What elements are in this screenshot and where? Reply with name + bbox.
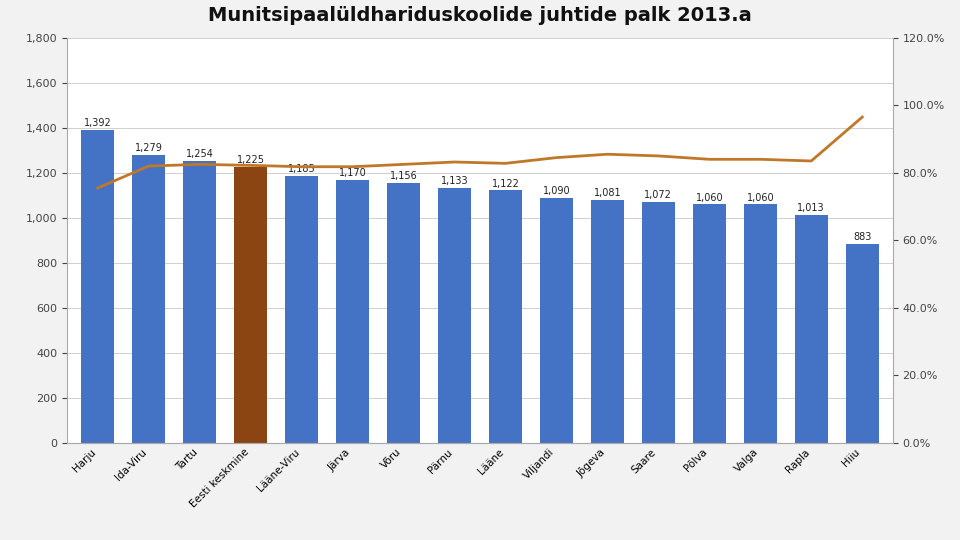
Bar: [693, 204, 726, 443]
Text: 1,060: 1,060: [696, 192, 723, 202]
Text: 1,122: 1,122: [492, 179, 519, 188]
Text: 1,090: 1,090: [542, 186, 570, 195]
Title: Munitsipaalüldhariduskoolide juhtide palk 2013.a: Munitsipaalüldhariduskoolide juhtide pal…: [208, 6, 752, 25]
Text: 1,156: 1,156: [390, 171, 418, 181]
Bar: [795, 215, 828, 443]
Bar: [336, 179, 370, 443]
Bar: [642, 201, 675, 443]
Bar: [132, 155, 165, 443]
Bar: [846, 244, 878, 443]
Text: 1,060: 1,060: [747, 192, 774, 202]
Text: 1,185: 1,185: [288, 164, 316, 174]
Text: 1,013: 1,013: [798, 203, 825, 213]
Bar: [285, 176, 318, 443]
Bar: [387, 183, 420, 443]
Text: 1,133: 1,133: [441, 176, 468, 186]
Text: 1,170: 1,170: [339, 168, 367, 178]
Text: 1,225: 1,225: [237, 156, 265, 165]
Bar: [183, 160, 216, 443]
Text: 1,279: 1,279: [134, 143, 162, 153]
Bar: [82, 130, 114, 443]
Text: 1,072: 1,072: [644, 190, 672, 200]
Bar: [590, 200, 624, 443]
Bar: [744, 204, 777, 443]
Text: 883: 883: [853, 232, 872, 242]
Bar: [540, 198, 573, 443]
Bar: [438, 188, 471, 443]
Bar: [489, 190, 522, 443]
Text: 1,254: 1,254: [186, 149, 214, 159]
Text: 1,081: 1,081: [593, 188, 621, 198]
Text: 1,392: 1,392: [84, 118, 111, 128]
Bar: [234, 167, 267, 443]
